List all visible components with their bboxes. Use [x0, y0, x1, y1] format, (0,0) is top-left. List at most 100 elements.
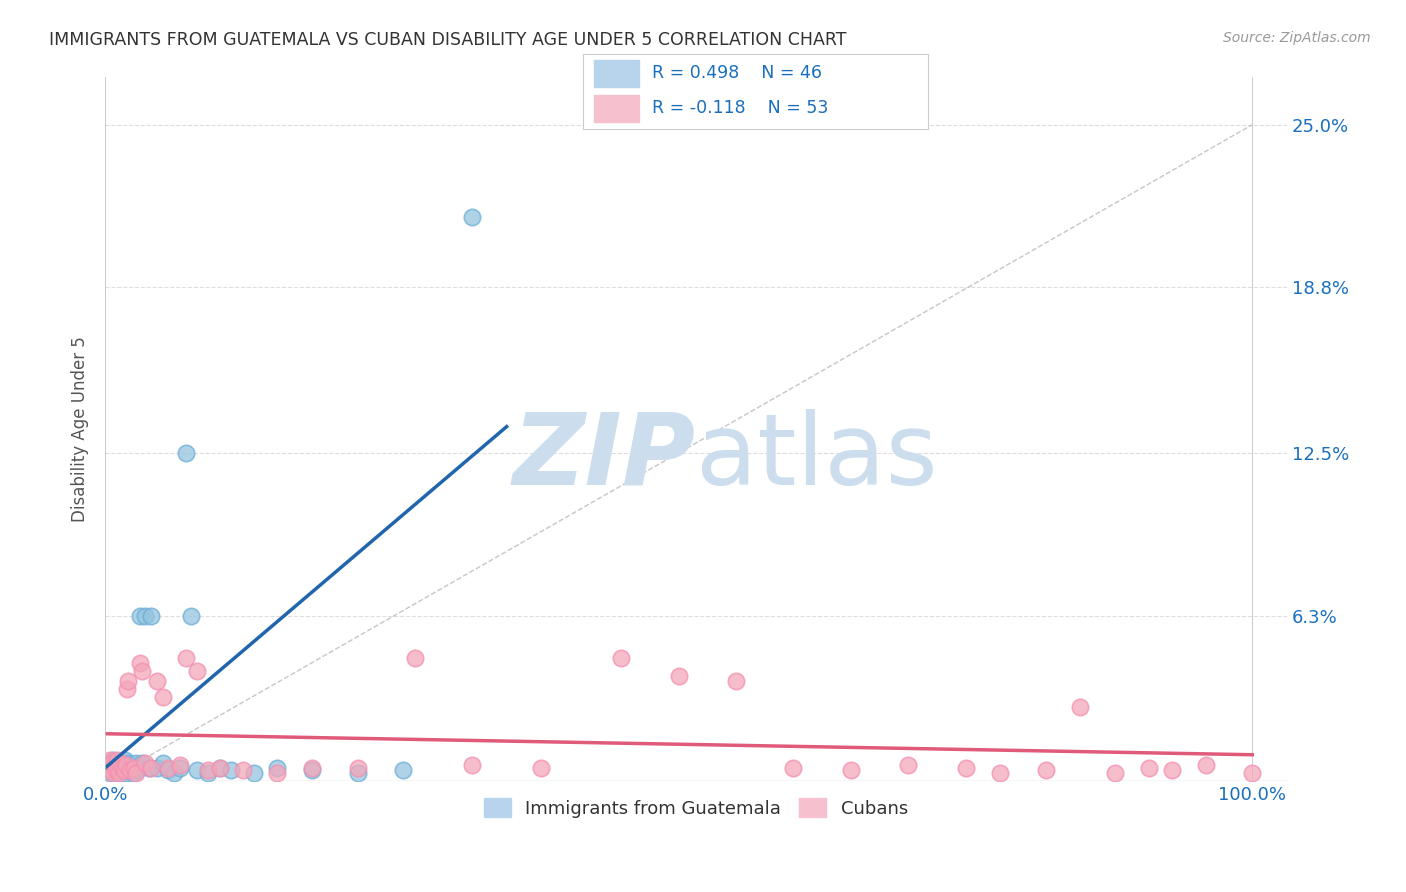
Point — [232, 764, 254, 778]
Point — [100, 764, 122, 778]
Point — [139, 608, 162, 623]
Point — [120, 764, 142, 778]
Point — [110, 766, 132, 780]
Point — [111, 761, 134, 775]
Point — [186, 664, 208, 678]
Point — [221, 764, 243, 778]
Point — [120, 758, 142, 772]
Point — [668, 669, 690, 683]
Point — [146, 761, 169, 775]
Point — [131, 664, 153, 678]
Point — [139, 761, 162, 775]
FancyBboxPatch shape — [593, 61, 638, 87]
Point — [157, 761, 180, 775]
Point — [301, 761, 323, 775]
Text: R = -0.118    N = 53: R = -0.118 N = 53 — [652, 99, 828, 117]
Point — [114, 753, 136, 767]
Point — [100, 756, 122, 770]
Point — [112, 764, 135, 778]
Point — [346, 766, 368, 780]
Point — [103, 758, 125, 772]
Point — [461, 758, 484, 772]
Point — [108, 756, 131, 770]
Text: Source: ZipAtlas.com: Source: ZipAtlas.com — [1223, 31, 1371, 45]
Point — [782, 761, 804, 775]
Point — [127, 764, 149, 778]
Point — [955, 761, 977, 775]
Point — [118, 764, 141, 778]
Point — [839, 764, 862, 778]
Point — [186, 764, 208, 778]
Legend: Immigrants from Guatemala, Cubans: Immigrants from Guatemala, Cubans — [477, 791, 915, 825]
Point — [98, 766, 121, 780]
Point — [897, 758, 920, 772]
Point — [266, 761, 288, 775]
Text: IMMIGRANTS FROM GUATEMALA VS CUBAN DISABILITY AGE UNDER 5 CORRELATION CHART: IMMIGRANTS FROM GUATEMALA VS CUBAN DISAB… — [49, 31, 846, 49]
Point — [131, 756, 153, 770]
Point — [138, 761, 160, 775]
Point — [98, 753, 121, 767]
Point — [180, 608, 202, 623]
Point — [122, 761, 145, 775]
Point — [108, 766, 131, 780]
Point — [157, 764, 180, 778]
Point — [105, 753, 128, 767]
Point — [1241, 766, 1264, 780]
Point — [115, 758, 138, 772]
Point — [530, 761, 553, 775]
Point — [107, 764, 129, 778]
Point — [208, 761, 231, 775]
Text: atlas: atlas — [696, 409, 938, 506]
Point — [152, 756, 174, 770]
Point — [111, 758, 134, 772]
Point — [346, 761, 368, 775]
Point — [117, 674, 139, 689]
Point — [103, 761, 125, 775]
Point — [146, 674, 169, 689]
Point — [121, 766, 143, 780]
Point — [169, 761, 191, 775]
Text: R = 0.498    N = 46: R = 0.498 N = 46 — [652, 64, 823, 82]
Point — [610, 650, 633, 665]
Point — [1161, 764, 1184, 778]
Point — [174, 650, 197, 665]
Point — [107, 761, 129, 775]
Y-axis label: Disability Age Under 5: Disability Age Under 5 — [72, 336, 89, 522]
Point — [197, 766, 219, 780]
Point — [266, 766, 288, 780]
Point — [125, 756, 148, 770]
Point — [174, 446, 197, 460]
Point — [988, 766, 1011, 780]
Point — [112, 764, 135, 778]
Point — [404, 650, 426, 665]
FancyBboxPatch shape — [593, 95, 638, 122]
Point — [122, 761, 145, 775]
Point — [104, 766, 127, 780]
Point — [461, 210, 484, 224]
Point — [115, 761, 138, 775]
Point — [103, 766, 125, 780]
Point — [1195, 758, 1218, 772]
Point — [115, 766, 138, 780]
Point — [163, 766, 186, 780]
Point — [725, 674, 748, 689]
Point — [134, 608, 156, 623]
Point — [101, 764, 124, 778]
Point — [1137, 761, 1160, 775]
Point — [152, 690, 174, 704]
Point — [1104, 766, 1126, 780]
Point — [197, 764, 219, 778]
Point — [208, 761, 231, 775]
Point — [134, 756, 156, 770]
Point — [97, 761, 120, 775]
Point — [108, 761, 131, 775]
Point — [1069, 700, 1091, 714]
Point — [117, 756, 139, 770]
Point — [169, 758, 191, 772]
Text: ZIP: ZIP — [513, 409, 696, 506]
Point — [301, 764, 323, 778]
Point — [104, 764, 127, 778]
Point — [97, 761, 120, 775]
Point — [392, 764, 415, 778]
Point — [108, 756, 131, 770]
